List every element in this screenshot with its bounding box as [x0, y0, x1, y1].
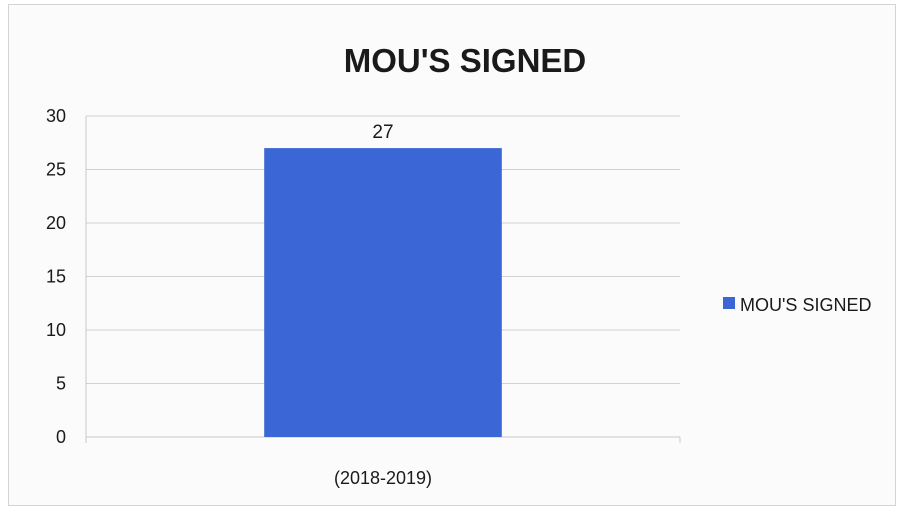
legend: MOU'S SIGNED [723, 295, 871, 315]
y-tick-label: 15 [46, 267, 66, 287]
legend-label: MOU'S SIGNED [740, 295, 871, 315]
chart-title: MOU'S SIGNED [344, 42, 587, 79]
y-tick-label: 5 [56, 374, 66, 394]
data-labels: 27 [372, 122, 393, 143]
x-category-label: (2018-2019) [334, 468, 432, 488]
legend-swatch [723, 297, 735, 309]
bars [264, 148, 502, 437]
y-tick-label: 30 [46, 106, 66, 126]
data-label: 27 [372, 122, 393, 143]
y-tick-label: 25 [46, 160, 66, 180]
y-tick-label: 0 [56, 427, 66, 447]
x-axis: (2018-2019) [334, 468, 432, 488]
y-tick-label: 20 [46, 213, 66, 233]
y-tick-label: 10 [46, 320, 66, 340]
bar [264, 148, 502, 437]
